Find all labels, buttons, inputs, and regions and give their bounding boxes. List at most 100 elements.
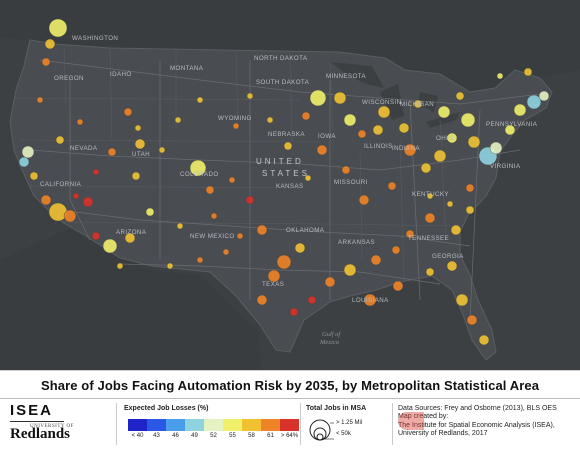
msa-bubble: [433, 149, 447, 163]
msa-bubble: [158, 146, 166, 154]
credit-line-1: Data Sources: Frey and Osborne (2013), B…: [398, 405, 557, 412]
state-label: IOWA: [318, 133, 336, 140]
state-label: TENNESSEE: [408, 235, 449, 242]
msa-bubble: [36, 96, 44, 104]
scale-swatch: [242, 419, 261, 431]
scale-swatch: [204, 419, 223, 431]
msa-bubble: [496, 72, 504, 80]
credits: Data Sources: Frey and Osborne (2013), B…: [398, 405, 557, 439]
msa-bubble: [29, 171, 39, 181]
scale-swatch: [166, 419, 185, 431]
msa-bubble: [460, 112, 476, 128]
legend-divider: [392, 403, 393, 445]
state-label: TEXAS: [262, 281, 284, 288]
msa-bubble: [205, 185, 215, 195]
mexico-landmass: [0, 228, 262, 370]
msa-bubble: [424, 212, 436, 224]
msa-bubble: [82, 196, 94, 208]
state-label: WASHINGTON: [72, 35, 118, 42]
msa-bubble: [343, 263, 357, 277]
msa-bubble: [134, 124, 142, 132]
msa-bubble: [176, 222, 184, 230]
msa-bubble: [372, 124, 384, 136]
msa-bubble: [437, 105, 451, 119]
msa-bubble: [357, 129, 367, 139]
msa-bubble: [266, 116, 274, 124]
state-label: KANSAS: [276, 183, 304, 190]
msa-bubble: [131, 171, 141, 181]
state-label: KENTUCKY: [412, 191, 449, 198]
msa-bubble: [405, 229, 415, 239]
msa-bubble: [426, 192, 434, 200]
msa-bubble: [425, 267, 435, 277]
msa-bubble: [341, 165, 351, 175]
isea-logo: ISEA UNIVERSITY OF Redlands: [8, 402, 108, 446]
msa-bubble: [276, 254, 292, 270]
title-bar: Share of Jobs Facing Automation Risk by …: [0, 370, 580, 399]
state-label: SOUTH DAKOTA: [256, 79, 310, 86]
canada-landmass: [0, 0, 580, 92]
logo-divider: [10, 421, 64, 422]
scale-tick: > 64%: [280, 433, 299, 439]
msa-bubbles: [18, 18, 550, 346]
msa-bubble: [504, 124, 516, 136]
state-label: PENNSYLVANIA: [486, 121, 538, 128]
university-of-label: UNIVERSITY OF: [30, 424, 74, 429]
msa-bubble: [76, 118, 84, 126]
msa-bubble: [301, 111, 311, 121]
state-label: MISSOURI: [334, 179, 368, 186]
state-label: OKLAHOMA: [286, 227, 325, 234]
credit-line-2: Map created by:: [398, 413, 449, 421]
msa-bubble: [102, 238, 118, 254]
credit-line-3: The Institute for Spatial Economic Analy…: [398, 421, 555, 429]
msa-bubble: [513, 103, 527, 117]
msa-bubble: [465, 183, 475, 193]
msa-bubble: [387, 181, 397, 191]
msa-bubble: [196, 256, 204, 264]
scale-tick: 55: [229, 433, 236, 439]
state-label: GEORGIA: [432, 253, 464, 260]
state-label: VIRGINIA: [490, 163, 521, 170]
state-label: LOUISIANA: [352, 297, 389, 304]
msa-bubble: [358, 194, 370, 206]
msa-bubble: [189, 159, 207, 177]
state-label: OHIO: [436, 135, 453, 142]
msa-bubble: [446, 200, 454, 208]
msa-bubble: [363, 293, 377, 307]
msa-bubble: [256, 294, 268, 306]
automation-risk-map: WASHINGTON OREGON IDAHO MONTANA NORTH DAKOTA…: [0, 0, 580, 370]
state-label: NORTH DAKOTA: [254, 55, 308, 62]
isea-wordmark: ISEA: [10, 402, 54, 419]
msa-bubble: [309, 89, 327, 107]
msa-bubble: [455, 293, 469, 307]
state-label: INDIANA: [392, 145, 420, 152]
msa-bubble: [228, 176, 236, 184]
scale-swatch: [223, 419, 242, 431]
msa-bubble: [55, 135, 65, 145]
size-legend-large: > 1.25 Mil: [336, 420, 363, 426]
msa-bubble: [333, 91, 347, 105]
msa-bubble: [123, 107, 133, 117]
scale-tick: 46: [172, 433, 179, 439]
msa-bubble: [116, 262, 124, 270]
state-label: ILLINOIS: [364, 143, 393, 150]
lake-superior: [330, 62, 384, 88]
state-label: NEVADA: [70, 145, 98, 152]
msa-bubble: [450, 224, 462, 236]
scale-tick: 43: [153, 433, 160, 439]
state-label: NEBRASKA: [268, 131, 305, 138]
scale-swatch: [280, 419, 299, 431]
msa-bubble: [465, 205, 475, 215]
scale-swatch: [261, 419, 280, 431]
color-scale-ticks: < 40 43 46 49 52 55 58 61 > 64%: [128, 433, 299, 439]
expected-losses-title: Expected Job Losses (%): [124, 405, 209, 412]
us-landmass: [9, 39, 553, 361]
msa-bubble: [392, 280, 404, 292]
msa-bubble: [391, 245, 401, 255]
msa-bubble: [256, 224, 268, 236]
state-label: MONTANA: [170, 65, 204, 72]
lake-michigan: [380, 84, 404, 120]
msa-bubble: [236, 232, 244, 240]
msa-bubble: [455, 91, 465, 101]
